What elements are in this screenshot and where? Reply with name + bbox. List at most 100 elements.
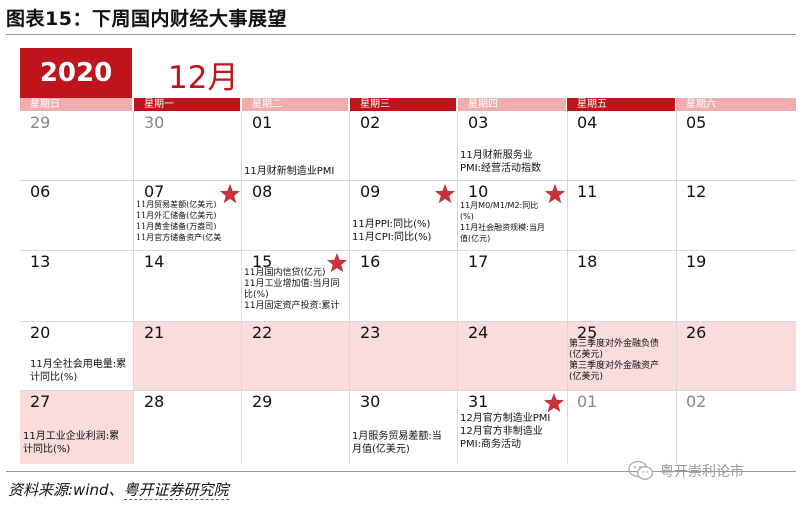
day-number: 21	[144, 323, 165, 342]
day-cell: 01 11月财新制造业PMI	[242, 111, 348, 180]
day-cell: 27 11月工业企业利润:累 计同比(%)	[20, 390, 132, 464]
day-cell: 26	[676, 321, 796, 390]
day-number: 18	[577, 252, 598, 271]
watermark-text: 粤开崇利论市	[660, 464, 744, 480]
day-cell: 19	[676, 250, 796, 321]
event-note: 11月工业企业利润:累 计同比(%)	[23, 431, 120, 455]
day-cell: 29	[20, 111, 132, 180]
day-cell: 05	[676, 111, 796, 180]
event-note: 11月贸易差额(亿美元) 11月外汇储备(亿美元) 11月黄金储备(万盎司) 1…	[136, 200, 222, 242]
day-cell: 09 11月PPI:同比(%) 11月CPI:同比(%)	[350, 180, 456, 250]
day-number: 10	[468, 182, 489, 201]
weekday-fri: 星期五	[567, 98, 675, 111]
day-number: 14	[144, 252, 165, 271]
weekday-mon: 星期一	[134, 98, 240, 111]
day-cell: 30	[134, 111, 240, 180]
day-number: 11	[577, 182, 598, 201]
weekday-tue: 星期二	[242, 98, 348, 111]
day-number: 29	[30, 113, 51, 132]
day-number: 05	[686, 113, 707, 132]
day-cell: 10 11月M0/M1/M2:同比 (%) 11月社会融资规模:当月 值(亿元)	[458, 180, 566, 250]
day-cell: 16	[350, 250, 456, 321]
day-number: 23	[360, 323, 381, 342]
day-number: 01	[252, 113, 273, 132]
day-number: 02	[686, 392, 707, 411]
star-icon	[326, 252, 348, 273]
day-number: 22	[252, 323, 273, 342]
source-note: 资料来源:wind、粤开证券研究院	[8, 479, 229, 500]
day-cell: 28	[134, 390, 240, 464]
day-number: 24	[468, 323, 489, 342]
day-number: 12	[686, 182, 707, 201]
day-cell: 12	[676, 180, 796, 250]
day-cell: 03 11月财新服务业 PMI:经营活动指数	[458, 111, 566, 180]
day-cell: 22	[242, 321, 348, 390]
day-number: 03	[468, 113, 489, 132]
event-note: 11月财新制造业PMI	[244, 166, 335, 177]
event-note: 11月国内信贷(亿元) 11月工业增加值:当月同 比(%) 11月固定资产投资:…	[244, 268, 340, 311]
source-org: 粤开证券研究院	[123, 481, 229, 500]
day-cell: 21	[134, 321, 240, 390]
day-number: 02	[360, 113, 381, 132]
day-number: 25	[577, 323, 598, 342]
day-number: 31	[468, 392, 489, 411]
day-cell: 17	[458, 250, 566, 321]
day-number: 30	[360, 392, 381, 411]
day-number: 06	[30, 182, 51, 201]
day-number: 26	[686, 323, 707, 342]
day-cell: 30 1月服务贸易差额:当 月值(亿美元)	[350, 390, 456, 464]
event-note: 11月PPI:同比(%) 11月CPI:同比(%)	[352, 219, 432, 243]
weekday-wed: 星期三	[350, 98, 456, 111]
day-number: 09	[360, 182, 381, 201]
day-cell: 02	[676, 390, 796, 464]
day-cell: 11	[567, 180, 675, 250]
day-cell: 20 11月全社会用电量:累 计同比(%)	[20, 321, 132, 390]
day-number: 20	[30, 323, 51, 342]
event-note: 第三季度对外金融负债 (亿美元) 第三季度对外金融资产 (亿美元)	[569, 339, 660, 382]
source-prefix: 资料来源:wind、	[8, 481, 124, 499]
day-cell: 14	[134, 250, 240, 321]
highlight-week4	[134, 321, 796, 390]
star-icon	[544, 183, 566, 204]
title-divider	[6, 34, 796, 35]
day-cell: 31 12月官方制造业PMI 12月官方非制造业 PMI:商务活动	[458, 390, 566, 464]
day-cell: 01	[567, 390, 675, 464]
day-number: 07	[144, 182, 165, 201]
weekday-sat: 星期六	[676, 98, 796, 111]
day-cell: 29	[242, 390, 348, 464]
day-number: 30	[144, 113, 165, 132]
star-icon	[434, 183, 456, 204]
wechat-icon	[628, 460, 654, 480]
footer-divider	[6, 471, 796, 472]
weekday-thu: 星期四	[458, 98, 566, 111]
highlight-dec27	[20, 390, 133, 464]
day-cell: 23	[350, 321, 456, 390]
calendar-month: 12月	[168, 60, 239, 96]
day-cell: 24	[458, 321, 566, 390]
star-icon	[219, 183, 241, 204]
day-cell: 02	[350, 111, 456, 180]
day-cell: 13	[20, 250, 132, 321]
day-cell: 07 11月贸易差额(亿美元) 11月外汇储备(亿美元) 11月黄金储备(万盎司…	[134, 180, 240, 250]
day-number: 28	[144, 392, 165, 411]
event-note: 12月官方制造业PMI 12月官方非制造业 PMI:商务活动	[460, 413, 551, 450]
day-number: 29	[252, 392, 273, 411]
day-cell: 04	[567, 111, 675, 180]
day-cell: 18	[567, 250, 675, 321]
day-number: 13	[30, 252, 51, 271]
day-number: 17	[468, 252, 489, 271]
page-title: 图表15：下周国内财经大事展望	[6, 8, 287, 30]
day-cell: 25 第三季度对外金融负债 (亿美元) 第三季度对外金融资产 (亿美元)	[567, 321, 675, 390]
day-cell: 06	[20, 180, 132, 250]
day-number: 04	[577, 113, 598, 132]
weekday-sun: 星期日	[20, 98, 132, 111]
day-number: 27	[30, 392, 51, 411]
day-number: 08	[252, 182, 273, 201]
day-number: 01	[577, 392, 598, 411]
event-note: 11月财新服务业 PMI:经营活动指数	[460, 150, 541, 174]
watermark: 粤开崇利论市	[628, 460, 744, 482]
day-cell: 15 11月国内信贷(亿元) 11月工业增加值:当月同 比(%) 11月固定资产…	[242, 250, 348, 321]
day-number: 15	[252, 252, 273, 271]
star-icon	[543, 392, 565, 413]
calendar-year: 2020	[20, 48, 132, 98]
